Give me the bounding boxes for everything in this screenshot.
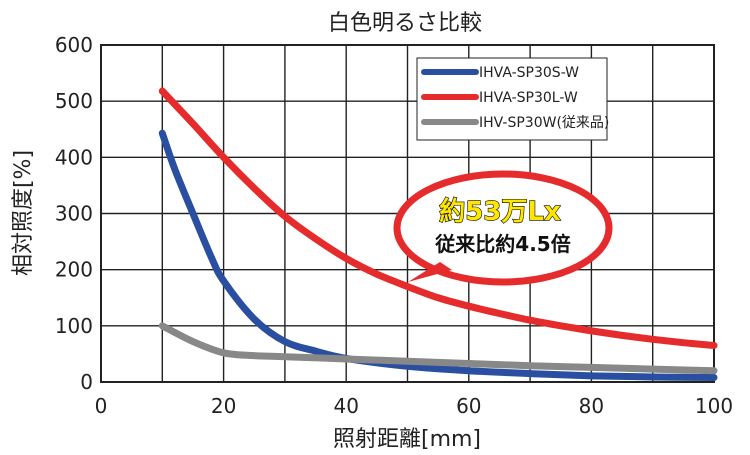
x-tick-label: 60 <box>456 394 481 418</box>
y-tick-label: 0 <box>80 370 93 394</box>
annotation-ellipse <box>393 170 613 286</box>
chart-title: 白色明るさ比較 <box>328 11 482 36</box>
series-lines <box>158 87 718 382</box>
series-line-2 <box>158 87 718 349</box>
annotation-pointer <box>408 262 452 282</box>
x-tick-label: 0 <box>95 394 108 418</box>
legend: IHVA-SP30S-W IHVA-SP30L-W IHV-SP30W(従来品) <box>416 57 609 141</box>
series-line-3 <box>158 322 718 375</box>
x-tick-label: 80 <box>579 394 604 418</box>
legend-label: IHV-SP30W(従来品) <box>479 115 609 131</box>
legend-items: IHVA-SP30S-W IHVA-SP30L-W IHV-SP30W(従来品) <box>421 65 609 131</box>
x-axis-ticks: 0 20 40 60 80 100 <box>95 394 733 418</box>
y-axis-label: 相対照度[%] <box>11 150 36 276</box>
y-tick-label: 400 <box>55 145 93 169</box>
annotation: 約53万Lx 従来比約4.5倍 <box>393 170 613 286</box>
x-tick-label: 100 <box>695 394 733 418</box>
series-line-1 <box>158 129 718 382</box>
y-tick-label: 300 <box>55 202 93 226</box>
x-tick-label: 40 <box>333 394 358 418</box>
y-tick-label: 100 <box>55 314 93 338</box>
annotation-main-text: 約53万Lx <box>439 196 561 227</box>
annotation-sub-text: 従来比約4.5倍 <box>434 232 570 256</box>
legend-label: IHVA-SP30L-W <box>479 90 578 106</box>
x-axis-label: 照射距離[mm] <box>333 427 481 452</box>
y-tick-label: 600 <box>55 33 93 57</box>
y-axis-ticks: 0 100 200 300 400 500 600 <box>55 33 93 394</box>
y-tick-label: 200 <box>55 258 93 282</box>
y-tick-label: 500 <box>55 89 93 113</box>
x-tick-label: 20 <box>211 394 236 418</box>
legend-label: IHVA-SP30S-W <box>479 65 579 81</box>
